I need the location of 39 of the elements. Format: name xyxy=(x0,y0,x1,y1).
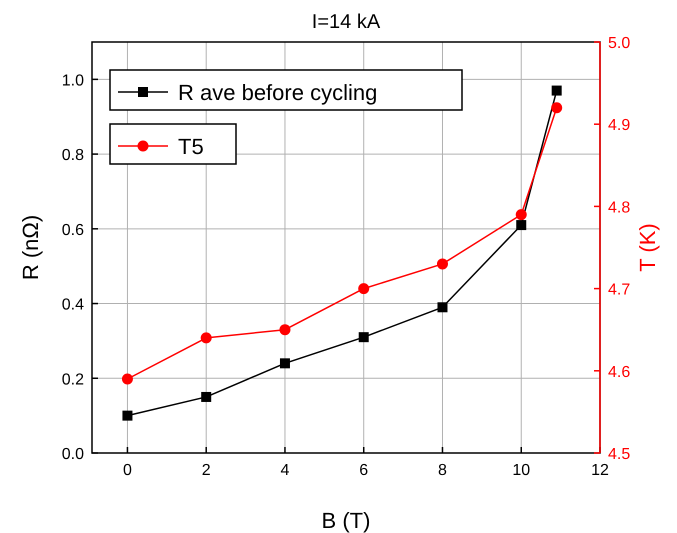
point xyxy=(358,332,369,342)
y-tick-label: 0.2 xyxy=(62,371,84,388)
point xyxy=(552,86,562,96)
y-tick-label: 1.0 xyxy=(62,72,84,90)
point xyxy=(551,102,562,114)
x-tick-label: 8 xyxy=(438,462,448,479)
y-tick-label: 0.4 xyxy=(62,296,84,314)
y-tick-label: 0.6 xyxy=(62,222,84,239)
y-tick-label: 0.8 xyxy=(62,147,84,164)
point xyxy=(516,220,526,230)
y2-tick-label: 4.9 xyxy=(608,117,630,134)
y2-tick-label: 4.8 xyxy=(608,199,630,216)
y2-tick-label: 5.0 xyxy=(608,35,630,52)
y2-tick-label: 4.7 xyxy=(608,282,630,299)
x-tick-label: 10 xyxy=(512,462,530,479)
x-tick-label: 6 xyxy=(359,462,368,479)
point xyxy=(358,283,370,294)
y2-axis-title: T (K) xyxy=(635,223,660,272)
y2-tick-label: 4.5 xyxy=(608,446,630,463)
x-axis-title: B (T) xyxy=(322,508,370,533)
chart-title: I=14 kA xyxy=(312,11,381,33)
x-tick-label: 4 xyxy=(280,462,290,479)
x-tick-label: 12 xyxy=(591,462,609,479)
point xyxy=(436,258,448,270)
point xyxy=(279,324,290,336)
point xyxy=(280,358,290,368)
point xyxy=(437,302,448,312)
y2-tick-label: 4.6 xyxy=(608,364,630,381)
point xyxy=(122,410,132,421)
point xyxy=(122,374,133,385)
legend-label: R ave before cycling xyxy=(178,80,378,105)
point xyxy=(201,392,212,402)
point xyxy=(516,209,527,220)
y-axis-title: R (nΩ) xyxy=(18,214,43,280)
point xyxy=(200,332,212,344)
y-tick-label: 0.0 xyxy=(62,446,84,463)
x-tick-label: 2 xyxy=(202,462,211,479)
x-tick-label: 0 xyxy=(122,462,132,479)
legend-label: T5 xyxy=(178,134,204,159)
